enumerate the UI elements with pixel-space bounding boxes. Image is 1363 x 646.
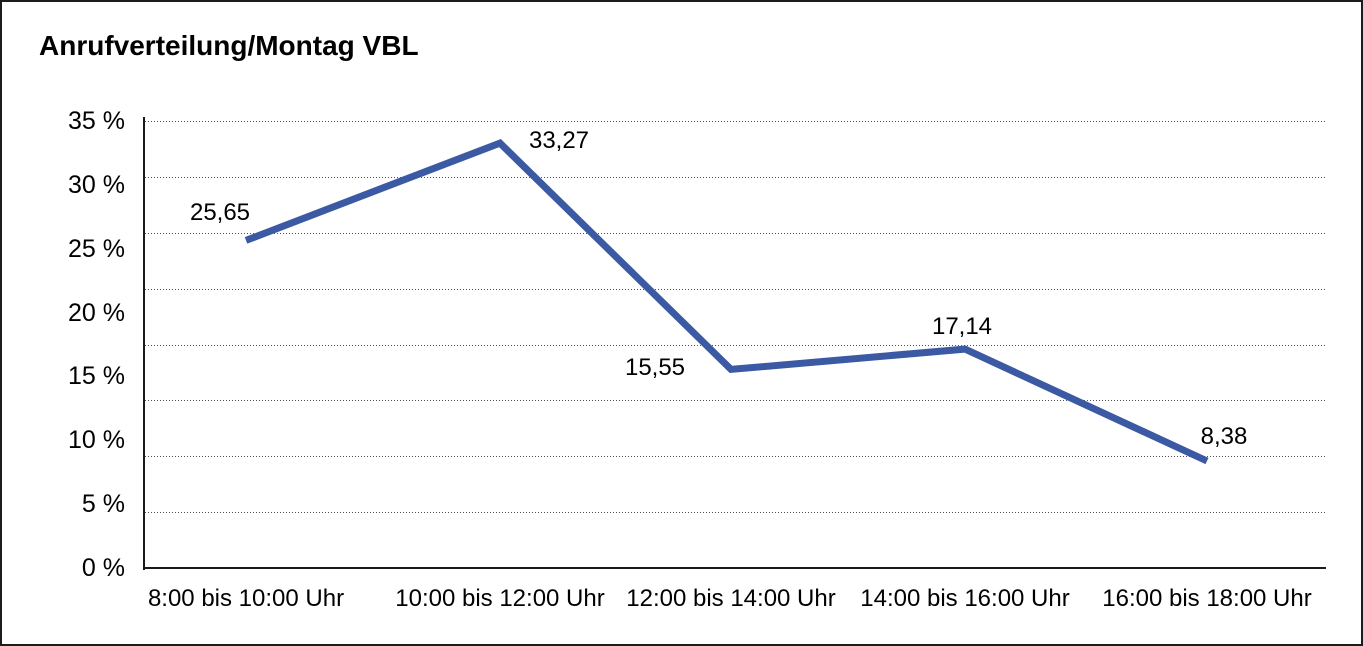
- gridline: [145, 344, 1326, 346]
- gridline: [145, 400, 1326, 402]
- y-axis-label: 15 %: [68, 362, 125, 391]
- gridline: [145, 121, 1326, 122]
- data-label: 33,27: [528, 127, 590, 155]
- gridline: [145, 288, 1326, 290]
- x-axis-label: 8:00 bis 10:00 Uhr: [147, 585, 345, 612]
- y-axis-label: 10 %: [68, 426, 125, 455]
- gridline: [145, 456, 1326, 458]
- data-label: 15,55: [624, 354, 686, 382]
- gridline: [145, 512, 1326, 514]
- series-line: [244, 139, 1209, 465]
- y-axis-label: 20 %: [68, 298, 125, 327]
- y-axis-label: 35 %: [68, 107, 125, 135]
- x-axis-label: 16:00 bis 18:00 Uhr: [1102, 585, 1312, 612]
- data-label: 17,14: [931, 313, 993, 341]
- data-label: 25,65: [189, 199, 251, 227]
- x-axis-label: 14:00 bis 16:00 Uhr: [860, 585, 1070, 612]
- chart-title: Anrufverteilung/Montag VBL: [39, 30, 419, 61]
- y-axis-line: [143, 117, 145, 570]
- y-axis-label: 0 %: [81, 554, 125, 582]
- x-axis-line: [143, 567, 1326, 569]
- y-axis-label: 25 %: [68, 234, 125, 263]
- y-axis-label: 5 %: [81, 490, 125, 519]
- x-axis-label: 12:00 bis 14:00 Uhr: [626, 585, 836, 612]
- gridline: [145, 176, 1326, 178]
- y-axis-label: 30 %: [68, 170, 125, 199]
- data-label: 8,38: [1200, 422, 1248, 450]
- gridline: [145, 232, 1326, 234]
- x-axis-label: 10:00 bis 12:00 Uhr: [395, 585, 605, 612]
